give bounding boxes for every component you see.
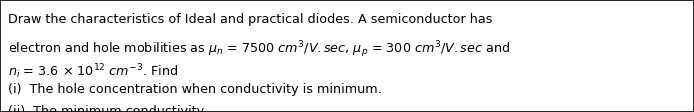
Text: (ii)  The minimum conductivity.: (ii) The minimum conductivity. bbox=[8, 105, 207, 112]
Text: Draw the characteristics of Ideal and practical diodes. A semiconductor has: Draw the characteristics of Ideal and pr… bbox=[8, 13, 493, 26]
Text: electron and hole mobilities as $\mu_n$ = 7500 $cm^3/V.sec$, $\mu_p$ = 300 $cm^3: electron and hole mobilities as $\mu_n$ … bbox=[8, 39, 511, 60]
Text: (i)  The hole concentration when conductivity is minimum.: (i) The hole concentration when conducti… bbox=[8, 83, 382, 96]
Text: $n_i$ = 3.6 × $10^{12}$ $cm^{-3}$. Find: $n_i$ = 3.6 × $10^{12}$ $cm^{-3}$. Find bbox=[8, 63, 179, 81]
